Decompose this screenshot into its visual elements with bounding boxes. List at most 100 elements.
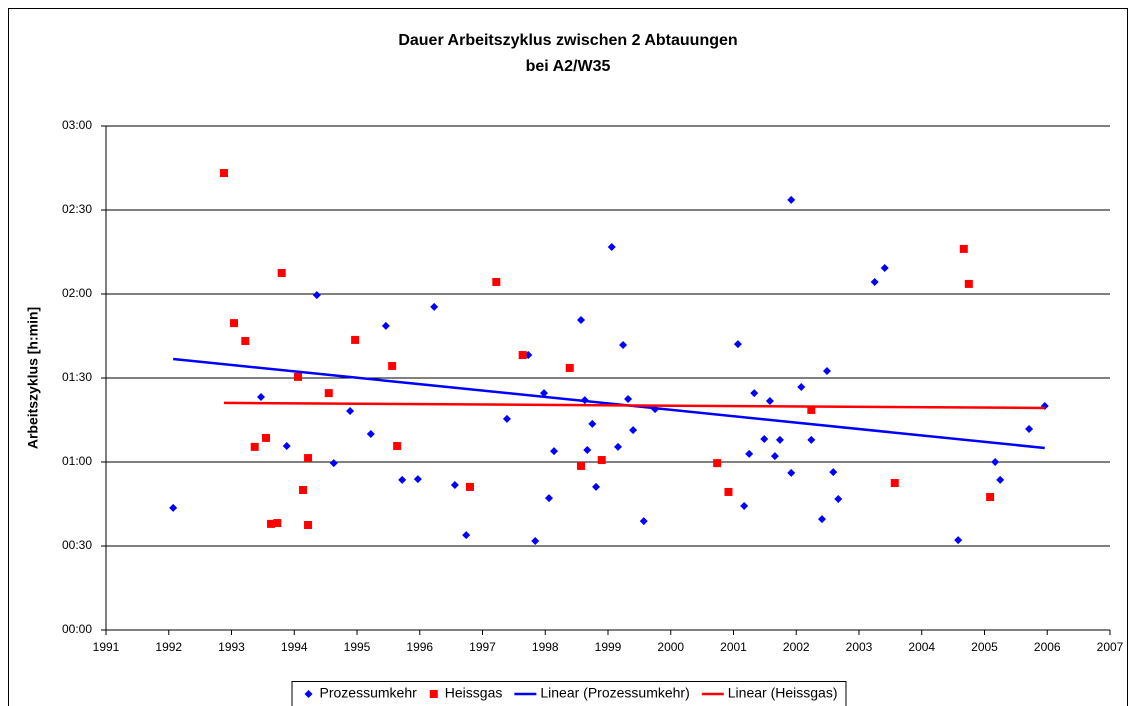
point bbox=[304, 454, 313, 463]
point bbox=[834, 494, 843, 503]
point bbox=[624, 395, 633, 403]
point bbox=[745, 449, 754, 458]
point bbox=[539, 389, 548, 398]
point bbox=[381, 321, 390, 330]
legend-swatch bbox=[304, 690, 313, 698]
point bbox=[807, 405, 816, 414]
point bbox=[750, 389, 759, 398]
x-tick-label: 1991 bbox=[93, 640, 120, 654]
point bbox=[829, 468, 838, 477]
y-tick-label: 03:00 bbox=[62, 118, 92, 132]
x-tick-label: 1998 bbox=[532, 640, 559, 654]
y-tick-label: 02:00 bbox=[62, 286, 92, 300]
point bbox=[991, 458, 1000, 466]
point bbox=[822, 367, 831, 375]
point bbox=[607, 242, 616, 251]
point bbox=[299, 486, 308, 494]
x-tick-label: 2000 bbox=[657, 640, 684, 654]
y-tick-label: 00:00 bbox=[62, 622, 92, 636]
point bbox=[430, 302, 439, 311]
trend-line bbox=[173, 357, 1045, 450]
point bbox=[775, 435, 784, 444]
point bbox=[324, 389, 333, 398]
legend-box bbox=[291, 681, 847, 706]
y-tick-label: 00:30 bbox=[62, 538, 92, 552]
x-tick-label: 2006 bbox=[1034, 640, 1061, 654]
point bbox=[592, 482, 601, 491]
point bbox=[954, 536, 963, 545]
point bbox=[256, 393, 265, 402]
x-tick-label: 1993 bbox=[218, 640, 245, 654]
point bbox=[797, 382, 806, 391]
point bbox=[465, 482, 474, 491]
point bbox=[629, 426, 638, 435]
legend-label: Linear (Prozessumkehr) bbox=[540, 685, 689, 701]
point bbox=[545, 494, 554, 503]
point bbox=[230, 319, 239, 328]
point bbox=[870, 277, 879, 286]
x-tick-label: 2005 bbox=[971, 640, 998, 654]
point bbox=[583, 445, 592, 454]
point bbox=[565, 363, 574, 372]
point bbox=[531, 536, 540, 545]
point bbox=[241, 337, 250, 346]
point bbox=[262, 433, 271, 442]
point bbox=[959, 244, 968, 253]
point bbox=[450, 480, 459, 489]
x-tick-label: 1997 bbox=[469, 640, 496, 654]
point bbox=[880, 263, 889, 272]
point bbox=[787, 195, 796, 204]
point bbox=[518, 351, 527, 360]
point bbox=[817, 515, 826, 524]
y-tick-label: 01:00 bbox=[62, 454, 92, 468]
x-tick-label: 2002 bbox=[783, 640, 810, 654]
y-tick-label: 01:30 bbox=[62, 370, 92, 384]
x-tick-label: 2001 bbox=[720, 640, 747, 654]
point bbox=[273, 519, 282, 528]
x-tick-label: 1994 bbox=[281, 640, 308, 654]
point bbox=[388, 361, 397, 370]
legend-label: Linear (Heissgas) bbox=[728, 685, 838, 701]
point bbox=[282, 442, 291, 451]
x-tick-label: 1999 bbox=[595, 640, 622, 654]
point bbox=[250, 442, 259, 451]
point bbox=[577, 461, 586, 470]
point bbox=[619, 340, 628, 349]
point bbox=[986, 493, 995, 501]
point bbox=[366, 430, 375, 438]
trend-line bbox=[223, 401, 1045, 410]
point bbox=[351, 335, 360, 344]
point bbox=[1025, 424, 1034, 433]
point bbox=[329, 459, 338, 468]
legend-swatch bbox=[429, 690, 438, 698]
point bbox=[502, 414, 511, 423]
point bbox=[492, 277, 501, 286]
point bbox=[770, 452, 779, 461]
point bbox=[740, 501, 749, 510]
point bbox=[346, 407, 355, 416]
point bbox=[304, 521, 313, 529]
x-tick-label: 1996 bbox=[406, 640, 433, 654]
x-tick-label: 1992 bbox=[155, 640, 182, 654]
legend-label: Prozessumkehr bbox=[320, 685, 418, 701]
point bbox=[462, 531, 471, 540]
point bbox=[964, 279, 973, 288]
x-tick-label: 2007 bbox=[1097, 640, 1124, 654]
point bbox=[277, 269, 286, 277]
point bbox=[724, 487, 733, 496]
point bbox=[267, 519, 276, 528]
x-tick-label: 2003 bbox=[846, 640, 873, 654]
point bbox=[760, 435, 769, 444]
legend-label: Heissgas bbox=[445, 685, 503, 701]
point bbox=[639, 517, 648, 526]
point bbox=[169, 503, 178, 512]
x-tick-label: 2004 bbox=[908, 640, 935, 654]
point bbox=[550, 447, 559, 456]
point bbox=[765, 396, 774, 405]
point bbox=[733, 340, 742, 349]
y-tick-label: 02:30 bbox=[62, 202, 92, 216]
chart-title: Dauer Arbeitszyklus zwischen 2 Abtauunge… bbox=[398, 32, 737, 49]
point bbox=[398, 475, 407, 484]
